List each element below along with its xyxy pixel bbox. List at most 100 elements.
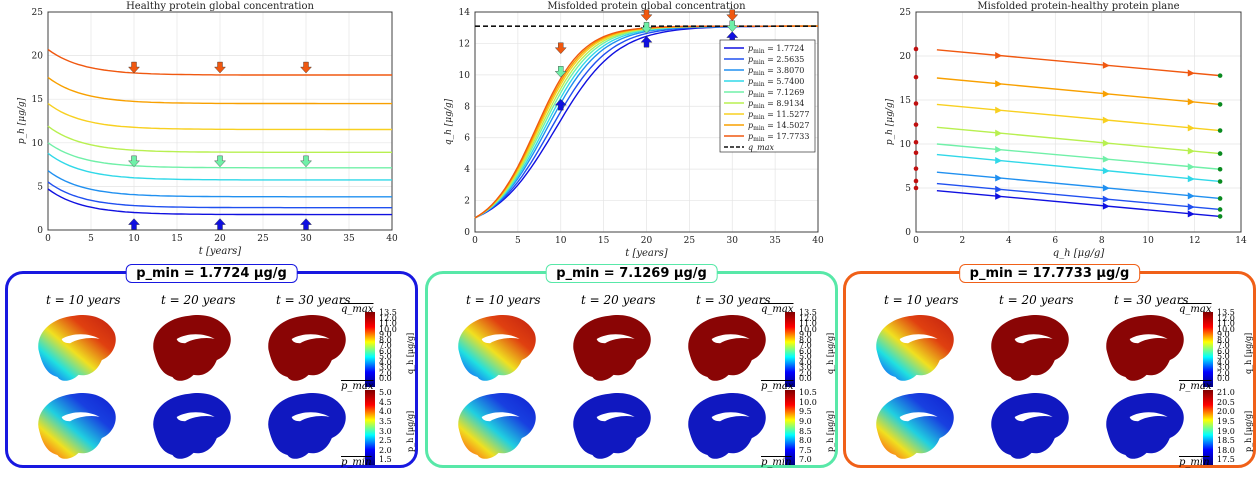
- brain-slice: [268, 315, 346, 381]
- initial-point: [913, 122, 919, 127]
- series-line: [47, 170, 392, 198]
- colorbar-tick-label: 9.0: [799, 330, 812, 339]
- brain-ventricle: [1129, 412, 1168, 422]
- final-point: [1217, 214, 1223, 219]
- trajectory-arrow: [1187, 175, 1195, 183]
- colorbar-tick-label: 18.5: [1217, 436, 1235, 446]
- x-tick-label: 20: [641, 236, 653, 246]
- x-tick-label: 0: [45, 234, 51, 244]
- trajectory-arrow: [1187, 203, 1195, 211]
- x-tick-label: 30: [727, 236, 739, 246]
- trajectory-line: [936, 153, 1221, 183]
- y-tick-label: 0: [464, 228, 470, 238]
- brain-ventricle: [899, 334, 938, 344]
- colorbar-tick-label: 2.0: [379, 445, 392, 455]
- y-tick-label: 0: [37, 226, 43, 236]
- trajectory-line: [936, 103, 1221, 132]
- y-tick-label: 8: [464, 102, 470, 112]
- panel-title: p_min = 7.1269 μg/g: [545, 264, 718, 283]
- trajectory-arrow: [995, 156, 1003, 164]
- y-tick-label: 10: [32, 139, 44, 149]
- initial-point: [913, 150, 919, 156]
- colorbar-tick-label: 5.0: [1217, 352, 1230, 361]
- colorbar-tick-label: 9.0: [799, 416, 812, 426]
- final-point: [1217, 196, 1223, 201]
- colorbar-tick-label: 7.0: [379, 341, 392, 350]
- legend-label: pmin = 1.7724: [748, 44, 804, 55]
- series-line: [47, 48, 392, 76]
- direction-arrow: [128, 218, 140, 230]
- colorbar-ticks: 10.5 10.0 9.5 9.0 8.5 8.0 7.5 7.0: [799, 388, 817, 465]
- time-column-title: t = 10 years: [884, 293, 959, 307]
- colorbar-label: q_h [μg/g]: [406, 332, 415, 374]
- series-line: [47, 103, 392, 131]
- colorbar-tick-label: 13.5: [1217, 308, 1235, 317]
- trajectory-arrow: [1187, 69, 1195, 77]
- time-column-title: t = 20 years: [161, 293, 236, 307]
- trajectory-line: [936, 126, 1221, 155]
- brain-slice: [153, 315, 231, 381]
- brain-shape: [38, 393, 116, 459]
- brain-slice: [38, 315, 116, 381]
- y-tick-label: 4: [464, 165, 470, 175]
- y-tick-label: 20: [32, 52, 44, 62]
- colorbar-tick-label: 10.0: [799, 324, 817, 334]
- brain-shape: [991, 315, 1069, 381]
- x-axis-label: q_h [μg/g]: [1053, 248, 1105, 259]
- x-tick-label: 35: [343, 234, 355, 244]
- x-tick-label: 0: [472, 236, 478, 246]
- colorbar-end-label: p_min: [341, 457, 372, 468]
- y-tick-label: 25: [900, 8, 912, 18]
- brain-ventricle: [1129, 334, 1168, 344]
- x-tick-label: 6: [1052, 236, 1058, 246]
- colorbar-tick-label: 6.0: [799, 346, 812, 356]
- colorbar-tick-label: 4.0: [1217, 357, 1230, 367]
- brain-shape: [268, 393, 346, 459]
- colorbar-ticks: 13.5 12.0 11.0 10.0 9.0 8.0 7.0 6.0 5.0 4.0 3.0 2.0…: [379, 309, 397, 383]
- direction-arrow: [214, 218, 226, 230]
- initial-point: [913, 101, 919, 106]
- colorbar-end-label: q_max: [341, 304, 374, 315]
- colorbar-tick-label: 13.5: [799, 308, 817, 317]
- brain-slice: [1106, 393, 1184, 459]
- colorbar-tick-label: 10.0: [1217, 324, 1235, 334]
- brain-slice: [573, 315, 651, 381]
- brain-shape: [991, 393, 1069, 459]
- direction-arrow: [640, 9, 653, 22]
- colorbar-tick-label: 1.5: [379, 455, 392, 465]
- colorbar-ticks: 13.5 12.0 11.0 10.0 9.0 8.0 7.0 6.0 5.0 4.0 3.0 2.0…: [799, 308, 817, 382]
- colorbar-tick-label: 0.0: [379, 374, 392, 383]
- trajectory-arrow: [995, 129, 1003, 137]
- colorbar-tick-label: 12.0: [379, 313, 397, 323]
- colorbar-tick-label: 3.0: [1217, 363, 1230, 372]
- y-tick-label: 5: [905, 184, 911, 194]
- colorbar-tick-label: 8.0: [1217, 335, 1230, 345]
- colorbar-tick-label: 9.0: [1217, 330, 1230, 339]
- y-tick-label: 10: [459, 71, 471, 81]
- x-tick-label: 10: [1142, 236, 1154, 246]
- y-tick-label: 15: [32, 95, 44, 105]
- colorbar: [365, 390, 375, 465]
- initial-point: [913, 46, 919, 52]
- trajectory-arrow: [1102, 116, 1110, 124]
- trajectory-arrow: [1102, 155, 1110, 163]
- trajectory-line: [936, 143, 1221, 170]
- colorbar-tick-label: 10.0: [799, 397, 817, 407]
- x-tick-label: 2: [960, 236, 966, 246]
- time-column-title: t = 30 years: [696, 293, 771, 307]
- colorbar-tick-label: 11.0: [379, 319, 397, 328]
- healthy-protein-chart: 0 5 10 15 20 25 30 35 40 0 5 10 15 20 25 Healthy protei…: [17, 1, 398, 257]
- trajectory-arrow: [1187, 98, 1195, 106]
- x-tick-label: 4: [1006, 236, 1012, 246]
- brain-ventricle: [596, 412, 635, 422]
- colorbar: [365, 312, 375, 387]
- initial-point: [913, 139, 919, 145]
- colorbar-ticks: 5.0 4.5 4.0 3.5 3.0 2.5 2.0 1.5: [379, 388, 392, 465]
- x-tick-label: 12: [1189, 236, 1200, 246]
- colorbar-tick-label: 4.0: [799, 357, 812, 367]
- brain-ventricle: [61, 412, 100, 422]
- time-column-title: t = 20 years: [581, 293, 656, 307]
- chart-title: Healthy protein global concentration: [126, 1, 314, 12]
- direction-arrow: [214, 155, 226, 168]
- legend-label: pmin = 8.9134: [748, 99, 804, 110]
